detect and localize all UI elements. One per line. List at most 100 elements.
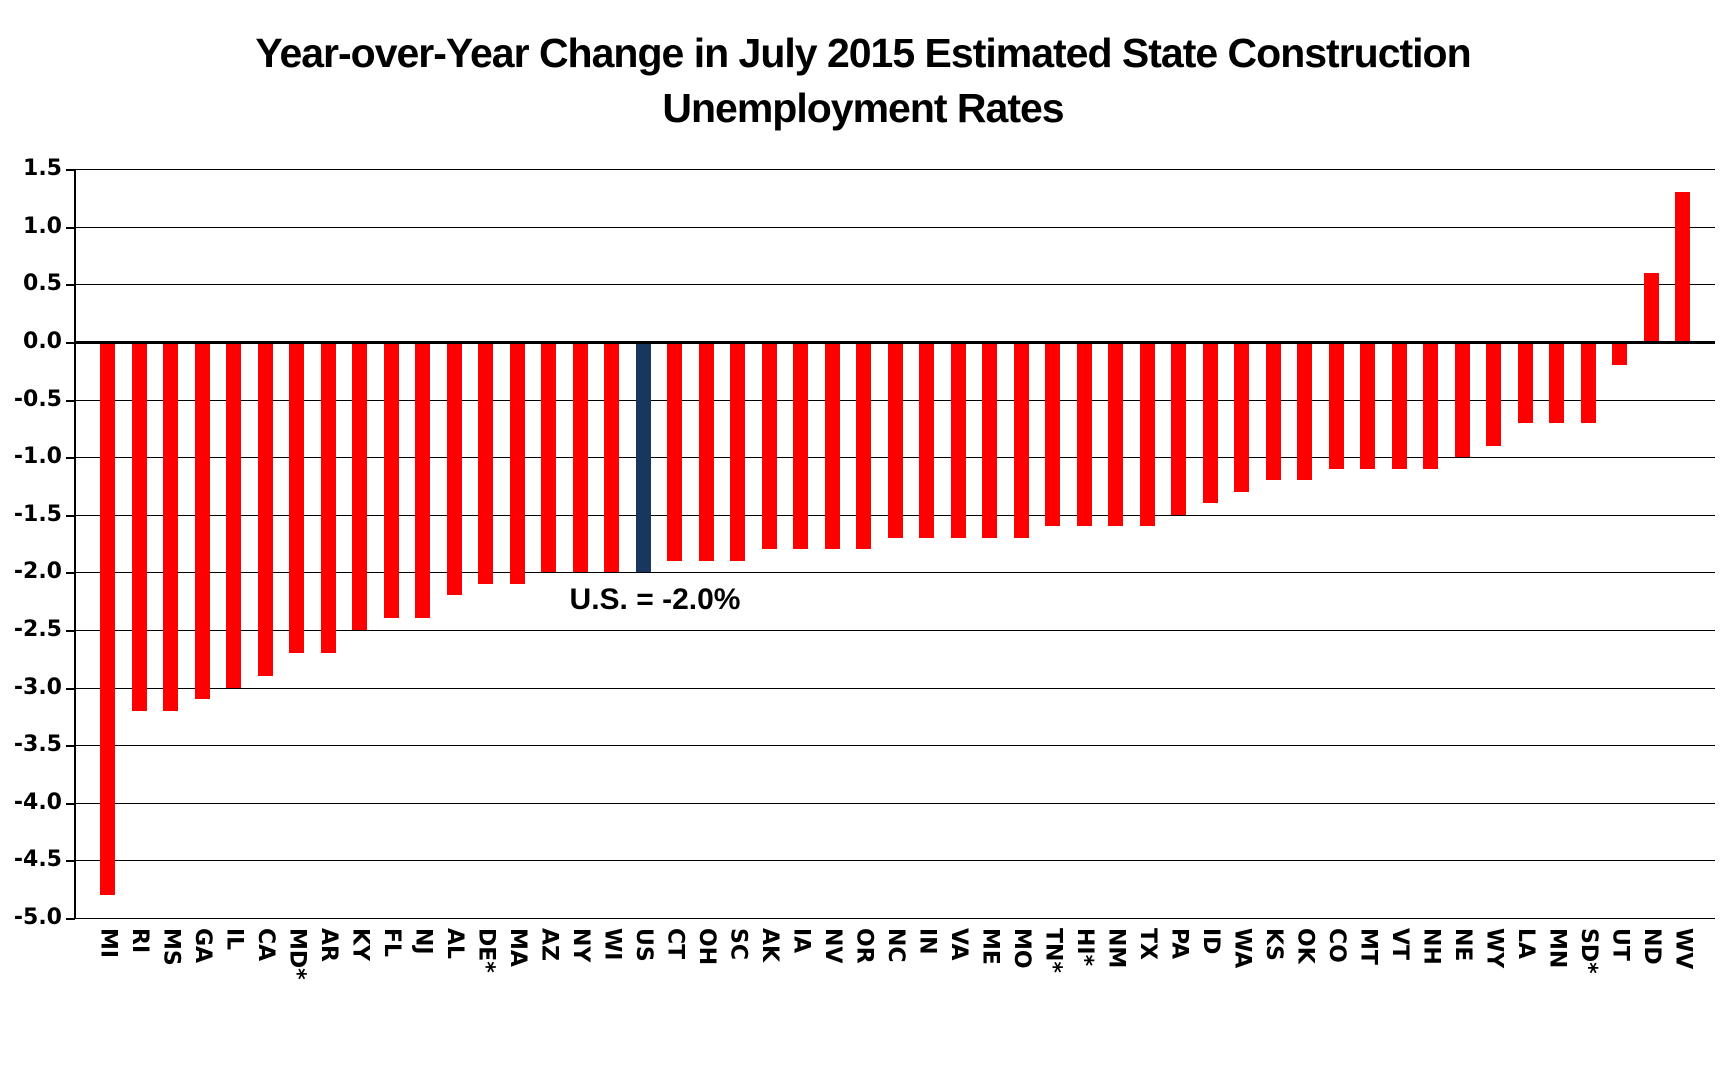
gridline (75, 630, 1715, 631)
y-tick-label: -1.0 (13, 444, 62, 470)
bar-CA (257, 342, 273, 677)
gridline (75, 802, 1715, 804)
y-axis-tick (66, 745, 75, 748)
bar-KY (352, 342, 367, 630)
y-axis-tick (66, 802, 75, 805)
bar-MO (1013, 342, 1029, 538)
x-tick-label-PA: PA (1166, 928, 1192, 960)
bar-KS (1265, 342, 1281, 481)
bar-PA (1171, 342, 1186, 515)
bar-IN (919, 342, 934, 538)
bar-VA (950, 342, 966, 538)
x-tick-label-LA: LA (1513, 928, 1538, 960)
y-tick-label: -0.5 (13, 386, 62, 412)
x-tick-label-NE: NE (1450, 928, 1475, 962)
y-axis-tick (66, 514, 75, 517)
y-axis-tick (66, 342, 75, 344)
y-axis-tick (66, 284, 75, 287)
bar-MT (1360, 342, 1375, 469)
x-tick-label-AK: AK (757, 928, 782, 963)
x-tick-label-CT: CT (662, 928, 688, 960)
bar-VT (1391, 342, 1407, 469)
y-tick-label: -4.0 (13, 789, 62, 815)
x-tick-label-MN: MN (1544, 928, 1570, 969)
bar-NY (572, 342, 588, 573)
bar-NV (824, 342, 840, 550)
bar-TX (1139, 342, 1155, 527)
y-axis-tick (66, 572, 75, 575)
y-axis-line (74, 169, 76, 919)
x-tick-label-SD*: SD* (1576, 928, 1601, 974)
x-tick-label-IL: IL (221, 928, 247, 951)
bar-OK (1297, 342, 1312, 481)
bar-MN (1549, 342, 1564, 423)
gridline (75, 284, 1715, 286)
x-tick-label-AZ: AZ (536, 928, 562, 961)
x-tick-label-WV: WV (1670, 928, 1696, 970)
x-tick-label-CO: CO (1324, 928, 1349, 963)
gridline (75, 572, 1715, 574)
bar-TN* (1045, 342, 1060, 527)
bar-WY (1486, 342, 1501, 446)
x-tick-label-FL: FL (379, 928, 404, 958)
bar-IA (793, 342, 808, 550)
bar-NJ (415, 342, 430, 619)
y-tick-label: -2.0 (13, 559, 62, 585)
x-tick-label-NM: NM (1103, 928, 1129, 969)
gridline (75, 860, 1715, 862)
y-axis-tick (66, 169, 75, 172)
zero-gridline (75, 341, 1715, 344)
bar-MA (509, 342, 525, 584)
x-tick-label-MO: MO (1009, 928, 1034, 969)
bar-GA (194, 342, 210, 700)
y-tick-label: -5.0 (13, 905, 62, 930)
y-axis-tick (66, 687, 75, 690)
bar-NH (1423, 342, 1438, 469)
bar-AR (320, 342, 336, 654)
y-tick-label: 1.0 (23, 213, 62, 239)
bar-LA (1517, 342, 1533, 423)
x-tick-label-ND: ND (1639, 928, 1664, 965)
x-tick-label-DE*: DE* (473, 928, 499, 973)
bar-MS (163, 342, 178, 711)
bar-WV (1675, 192, 1690, 342)
bar-HI* (1076, 342, 1092, 527)
x-tick-label-IN: IN (914, 928, 940, 955)
gridline (75, 745, 1715, 747)
x-tick-label-SC: SC (725, 928, 751, 960)
bar-DE* (478, 342, 493, 584)
bar-OR (856, 342, 871, 550)
x-tick-label-OK: OK (1292, 928, 1318, 964)
chart-title-line2: Unemployment Rates (662, 85, 1064, 131)
y-tick-label: 0.0 (23, 329, 62, 354)
x-tick-label-KS: KS (1261, 928, 1286, 961)
us-average-annotation: U.S. = -2.0% (569, 583, 741, 616)
x-tick-label-VT: VT (1387, 928, 1412, 961)
y-axis-tick (66, 918, 75, 920)
bar-AK (761, 342, 777, 550)
bar-ID (1202, 342, 1218, 504)
x-tick-label-MT: MT (1355, 928, 1381, 965)
x-tick-label-AL: AL (442, 928, 467, 960)
bar-AZ (541, 342, 556, 573)
x-tick-label-NY: NY (568, 928, 593, 963)
chart-title-line1: Year-over-Year Change in July 2015 Estim… (255, 30, 1471, 76)
y-tick-label: 0.5 (23, 271, 62, 297)
bar-NM (1108, 342, 1123, 527)
bar-ND (1643, 272, 1659, 342)
y-axis-tick (66, 226, 75, 229)
x-tick-label-TX: TX (1135, 928, 1160, 960)
y-tick-label: 1.5 (23, 156, 62, 182)
y-axis-tick (66, 399, 75, 402)
x-tick-label-GA: GA (190, 928, 215, 964)
bar-CT (667, 342, 682, 561)
bar-FL (383, 342, 399, 619)
x-tick-label-WI: WI (599, 928, 625, 961)
gridline (75, 918, 1715, 919)
x-tick-label-RI: RI (127, 928, 152, 954)
bar-UT (1612, 342, 1627, 366)
bar-AL (446, 342, 462, 596)
y-tick-label: -2.5 (13, 617, 62, 642)
x-tick-label-NJ: NJ (410, 928, 436, 955)
